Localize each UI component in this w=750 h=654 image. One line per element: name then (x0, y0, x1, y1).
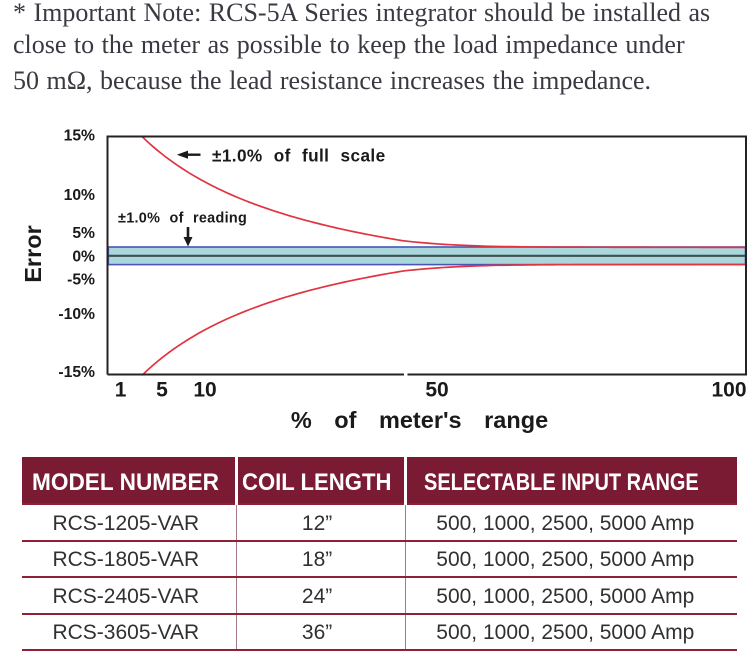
svg-text:5%: 5% (72, 225, 95, 242)
svg-text:Error: Error (20, 225, 46, 282)
svg-text:-15%: -15% (58, 364, 95, 381)
svg-text:±1.0% of full scale: ±1.0% of full scale (212, 146, 386, 166)
svg-text:1: 1 (115, 379, 127, 402)
svg-text:100: 100 (711, 379, 746, 402)
svg-text:-5%: -5% (67, 271, 95, 288)
svg-text:0%: 0% (72, 248, 95, 265)
svg-text:10: 10 (193, 379, 216, 402)
svg-text:±1.0% of reading: ±1.0% of reading (118, 210, 247, 226)
svg-text:50: 50 (425, 379, 448, 402)
svg-text:5: 5 (156, 379, 168, 402)
svg-text:10%: 10% (64, 187, 95, 204)
svg-text:-10%: -10% (58, 306, 95, 323)
svg-text:% of meter's range: % of meter's range (291, 407, 548, 433)
svg-text:15%: 15% (64, 128, 95, 145)
